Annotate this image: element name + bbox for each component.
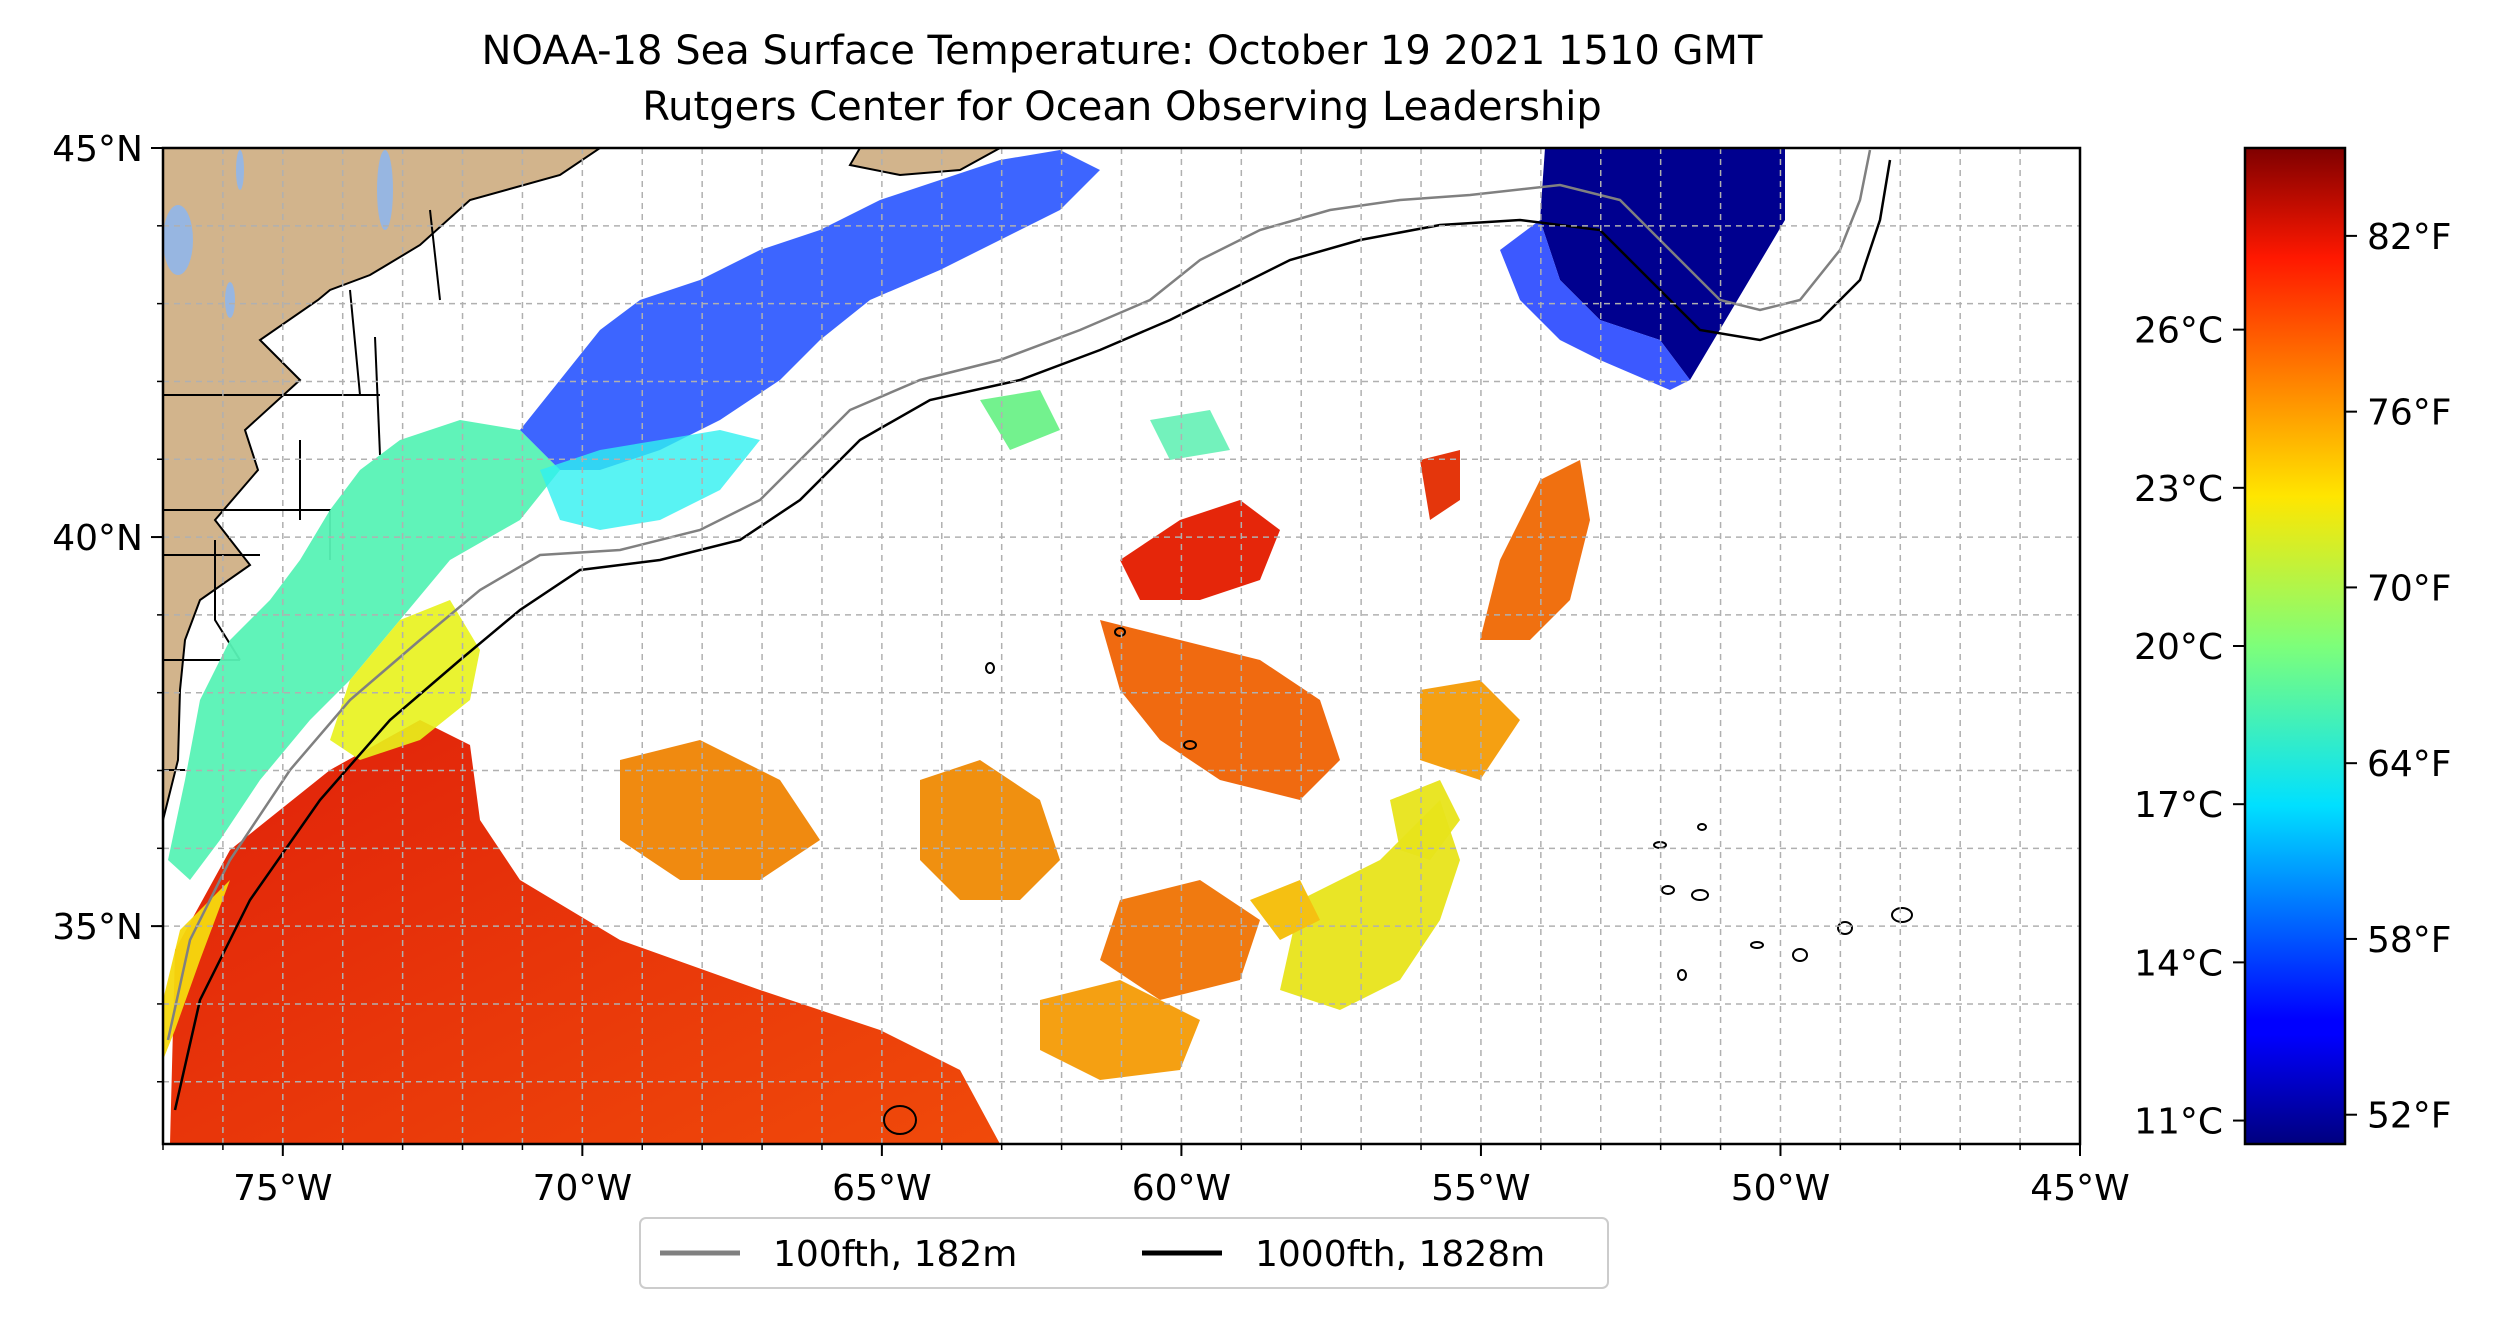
colorbar-c-tick-label: 11°C: [2134, 1102, 2223, 1143]
colorbar-c-tick-label: 14°C: [2134, 943, 2223, 984]
contour-1000fth: [173, 159, 1892, 1111]
sst-gulf-stream: [170, 720, 1000, 1144]
gridlines: [162, 147, 2081, 1144]
x-tick-label: 50°W: [1731, 1168, 1830, 1209]
seamounts: [883, 627, 1913, 1135]
legend-100fth-label: 100fth, 182m: [773, 1234, 1017, 1275]
sst-slope-yellow: [330, 600, 480, 760]
lakes: [163, 150, 393, 318]
y-tick-label: 40°N: [52, 518, 143, 559]
x-tick-label: 60°W: [1132, 1168, 1231, 1209]
x-tick-label: 45°W: [2030, 1168, 2129, 1209]
colorbar-c-tick-label: 17°C: [2134, 785, 2223, 826]
colorbar-c-tick-label: 26°C: [2134, 311, 2223, 352]
colorbar-fahrenheit-axis: 82°F 76°F 70°F 64°F 58°F 52°F: [2345, 217, 2452, 1137]
sst-cold-fringe: [1500, 220, 1690, 390]
colorbar-f-tick-label: 82°F: [2367, 217, 2452, 258]
colorbar-f-tick-label: 58°F: [2367, 920, 2452, 961]
land-mass: [163, 148, 602, 821]
y-axis: 45°N 40°N 35°N: [52, 129, 163, 1083]
legend-1000fth-label: 1000fth, 1828m: [1255, 1234, 1545, 1275]
colorbar-celsius-axis: 26°C 23°C 20°C 17°C 14°C 11°C: [2134, 311, 2245, 1143]
colorbar-f-tick-label: 64°F: [2367, 744, 2452, 785]
contour-100fth: [166, 149, 1872, 1041]
colorbar-c-tick-label: 20°C: [2134, 627, 2223, 668]
colorbar-f-tick-label: 76°F: [2367, 393, 2452, 434]
legend: 100fth, 182m 1000fth, 1828m: [639, 1217, 1609, 1289]
title-line-1: NOAA-18 Sea Surface Temperature: October…: [482, 28, 1764, 74]
colorbar: 26°C 23°C 20°C 17°C 14°C 11°C 82°F 76°F 70°F 64°…: [2134, 146, 2452, 1146]
x-tick-label: 75°W: [233, 1168, 332, 1209]
x-axis: 75°W 70°W 65°W 60°W 55°W 50°W 45°W: [162, 1144, 2130, 1209]
y-tick-label: 35°N: [52, 907, 143, 948]
sst-shelf-south: [163, 880, 230, 1060]
x-tick-label: 55°W: [1431, 1168, 1530, 1209]
y-tick-label: 45°N: [52, 129, 143, 170]
map-panel: 75°W 70°W 65°W 60°W 55°W 50°W 45°W 45°N 40°N 35°…: [52, 129, 2129, 1209]
x-tick-label: 70°W: [533, 1168, 632, 1209]
sst-warm-patches: [620, 390, 1590, 1080]
sst-gulf-maine: [520, 150, 1100, 470]
colorbar-c-tick-label: 23°C: [2134, 469, 2223, 510]
title-line-2: Rutgers Center for Ocean Observing Leade…: [642, 84, 1602, 130]
colorbar-f-tick-label: 70°F: [2367, 568, 2452, 609]
x-tick-label: 65°W: [832, 1168, 931, 1209]
sst-shelf-cyan: [540, 430, 760, 530]
colorbar-f-tick-label: 52°F: [2367, 1096, 2452, 1137]
colorbar-gradient: [2243, 146, 2347, 1146]
land-mass-2: [848, 148, 1001, 177]
legend-box: [639, 1217, 1609, 1289]
